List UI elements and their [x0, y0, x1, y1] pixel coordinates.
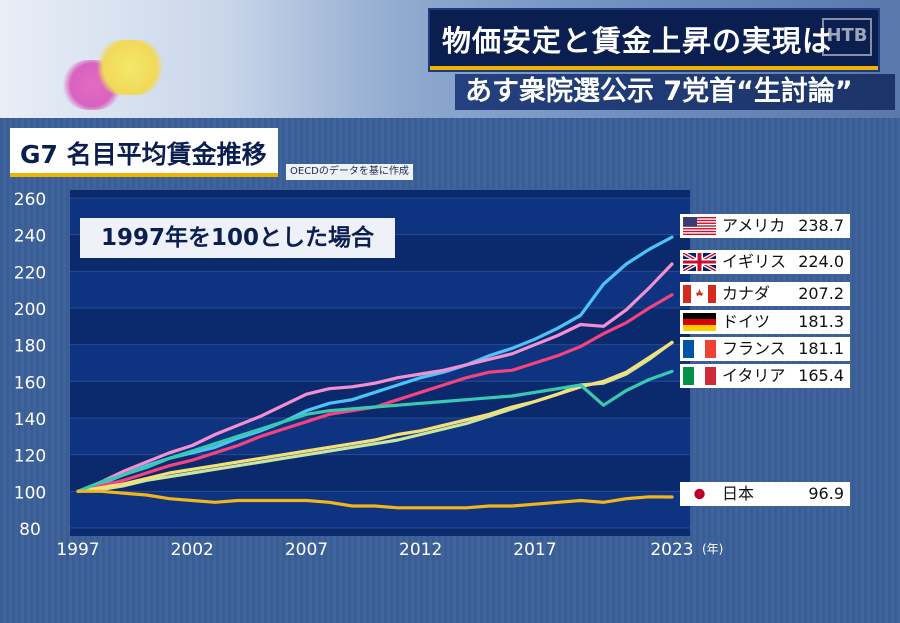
legend-value: 181.1	[798, 339, 844, 358]
headline-accent-bar	[430, 66, 878, 70]
legend-value: 96.9	[808, 484, 844, 503]
legend-item: ドイツ 181.3	[680, 310, 850, 334]
legend-country-name: 日本	[722, 484, 755, 503]
series-line	[76, 341, 674, 493]
x-tick-label: 2007	[285, 540, 328, 560]
legend-value: 165.4	[798, 366, 844, 385]
headline-box: 物価安定と賃金上昇の実現は HTB	[428, 8, 880, 72]
plot-band	[70, 271, 690, 308]
series-line	[76, 369, 674, 493]
legend-country-name: アメリカ	[722, 216, 786, 235]
base-year-note: 1997年を100とした場合	[80, 218, 395, 258]
legend-value: 181.3	[798, 312, 844, 331]
chart-title-box: G7 名目平均賃金推移	[10, 128, 278, 177]
y-tick-label: 80	[19, 520, 41, 540]
y-tick-label: 160	[14, 373, 46, 393]
chart-title: G7 名目平均賃金推移	[20, 140, 267, 169]
legend-value: 207.2	[798, 284, 844, 303]
x-tick-label: 2002	[171, 540, 214, 560]
legend-value: 224.0	[798, 252, 844, 271]
x-tick-label: 2017	[513, 540, 556, 560]
legend-item: カナダ 207.2	[680, 282, 850, 306]
legend-country-name: ドイツ	[722, 312, 771, 331]
legend-item: 日本 96.9	[680, 482, 850, 506]
legend-item: イタリア 165.4	[680, 364, 850, 388]
series-line	[76, 262, 674, 493]
y-tick-label: 140	[14, 410, 46, 430]
y-tick-label: 220	[14, 263, 46, 283]
legend-country-name: イギリス	[722, 252, 787, 271]
legend-value: 238.7	[798, 216, 844, 235]
subheadline: あす衆院選公示 7党首“生討論”	[455, 74, 895, 110]
series-line	[76, 489, 674, 510]
y-tick-label: 100	[14, 483, 46, 503]
legend-item: フランス 181.1	[680, 337, 850, 361]
y-tick-label: 200	[14, 300, 46, 320]
channel-logo: HTB	[822, 18, 872, 56]
x-tick-label: 2023	[650, 540, 693, 560]
x-axis-ticks: 1997 2002 2007 2012 2017 2023 (年)	[56, 540, 723, 560]
source-note: OECDのデータを基に作成	[286, 164, 413, 180]
legend-country-name: イタリア	[722, 366, 786, 385]
y-tick-label: 260	[14, 190, 46, 210]
x-tick-label: 2012	[399, 540, 442, 560]
y-tick-label: 120	[14, 447, 46, 467]
legend-country-name: フランス	[722, 339, 786, 358]
y-tick-label: 240	[14, 227, 46, 247]
legend-item: イギリス 224.0	[680, 250, 850, 274]
plot-band	[70, 418, 690, 455]
x-tick-label: 1997	[56, 540, 99, 560]
headline-text: 物価安定と賃金上昇の実現は	[442, 24, 833, 58]
legend-item: アメリカ 238.7	[680, 214, 850, 238]
plot-band	[70, 344, 690, 382]
x-axis-unit: (年)	[702, 542, 723, 556]
series-lines	[76, 235, 674, 510]
legend-country-name: カナダ	[722, 284, 771, 303]
y-tick-label: 180	[14, 337, 46, 357]
decor-yellow-blob	[95, 40, 165, 95]
